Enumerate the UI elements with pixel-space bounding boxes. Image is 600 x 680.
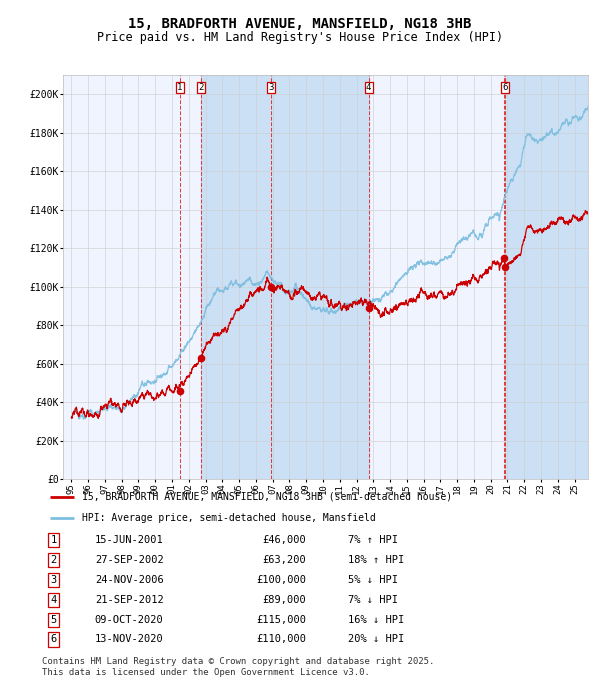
Bar [505, 75, 588, 479]
Text: HPI: Average price, semi-detached house, Mansfield: HPI: Average price, semi-detached house,… [82, 513, 376, 523]
Text: 3: 3 [268, 83, 274, 92]
Text: 18% ↑ HPI: 18% ↑ HPI [348, 555, 404, 565]
Text: 2: 2 [199, 83, 204, 92]
Text: £46,000: £46,000 [262, 535, 306, 545]
Text: 24-NOV-2006: 24-NOV-2006 [95, 575, 164, 585]
Text: Price paid vs. HM Land Registry's House Price Index (HPI): Price paid vs. HM Land Registry's House … [97, 31, 503, 44]
Text: 1: 1 [50, 535, 57, 545]
Text: 5: 5 [50, 615, 57, 625]
Text: 4: 4 [50, 595, 57, 605]
Text: Contains HM Land Registry data © Crown copyright and database right 2025.
This d: Contains HM Land Registry data © Crown c… [42, 657, 434, 677]
Text: £63,200: £63,200 [262, 555, 306, 565]
Text: 15-JUN-2001: 15-JUN-2001 [95, 535, 164, 545]
Text: 3: 3 [50, 575, 57, 585]
Text: £115,000: £115,000 [256, 615, 306, 625]
Text: 16% ↓ HPI: 16% ↓ HPI [348, 615, 404, 625]
Text: 15, BRADFORTH AVENUE, MANSFIELD, NG18 3HB (semi-detached house): 15, BRADFORTH AVENUE, MANSFIELD, NG18 3H… [82, 492, 452, 502]
Text: 21-SEP-2012: 21-SEP-2012 [95, 595, 164, 605]
Text: £110,000: £110,000 [256, 634, 306, 645]
Text: 09-OCT-2020: 09-OCT-2020 [95, 615, 164, 625]
Text: 6: 6 [50, 634, 57, 645]
Bar [271, 75, 368, 479]
Text: 7% ↓ HPI: 7% ↓ HPI [348, 595, 398, 605]
Bar [201, 75, 271, 479]
Text: 6: 6 [503, 83, 508, 92]
Text: 2: 2 [50, 555, 57, 565]
Text: £100,000: £100,000 [256, 575, 306, 585]
Text: 7% ↑ HPI: 7% ↑ HPI [348, 535, 398, 545]
Text: 1: 1 [177, 83, 182, 92]
Text: 5% ↓ HPI: 5% ↓ HPI [348, 575, 398, 585]
Text: 20% ↓ HPI: 20% ↓ HPI [348, 634, 404, 645]
Text: 15, BRADFORTH AVENUE, MANSFIELD, NG18 3HB: 15, BRADFORTH AVENUE, MANSFIELD, NG18 3H… [128, 17, 472, 31]
Text: 13-NOV-2020: 13-NOV-2020 [95, 634, 164, 645]
Text: £89,000: £89,000 [262, 595, 306, 605]
Text: 27-SEP-2002: 27-SEP-2002 [95, 555, 164, 565]
Text: 4: 4 [366, 83, 371, 92]
